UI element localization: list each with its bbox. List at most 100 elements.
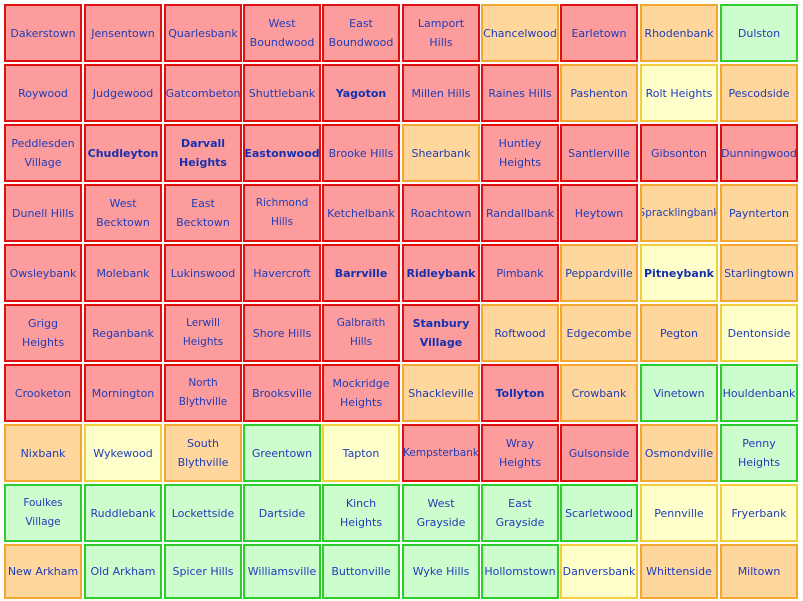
suburb-tile-santlerville[interactable]: Santlerville bbox=[560, 124, 638, 182]
suburb-tile-dunell-hills[interactable]: Dunell Hills bbox=[4, 184, 82, 242]
suburb-tile-eastonwood[interactable]: Eastonwood bbox=[243, 124, 321, 182]
suburb-tile-gatcombeton[interactable]: Gatcombeton bbox=[164, 64, 242, 122]
suburb-tile-ketchelbank[interactable]: Ketchelbank bbox=[322, 184, 400, 242]
suburb-tile-crooketon[interactable]: Crooketon bbox=[4, 364, 82, 422]
suburb-tile-south-blythville[interactable]: South Blythville bbox=[164, 424, 242, 482]
suburb-tile-west-grayside[interactable]: West Grayside bbox=[402, 484, 480, 542]
suburb-tile-pennville[interactable]: Pennville bbox=[640, 484, 718, 542]
suburb-tile-gulsonside[interactable]: Gulsonside bbox=[560, 424, 638, 482]
suburb-tile-tapton[interactable]: Tapton bbox=[322, 424, 400, 482]
suburb-tile-pashenton[interactable]: Pashenton bbox=[560, 64, 638, 122]
suburb-tile-judgewood[interactable]: Judgewood bbox=[84, 64, 162, 122]
suburb-tile-wykewood[interactable]: Wykewood bbox=[84, 424, 162, 482]
suburb-tile-west-boundwood[interactable]: West Boundwood bbox=[243, 4, 321, 62]
suburb-tile-houldenbank[interactable]: Houldenbank bbox=[720, 364, 798, 422]
suburb-tile-rolt-heights[interactable]: Rolt Heights bbox=[640, 64, 718, 122]
suburb-tile-whittenside[interactable]: Whittenside bbox=[640, 544, 718, 599]
suburb-tile-wyke-hills[interactable]: Wyke Hills bbox=[402, 544, 480, 599]
suburb-tile-brooksville[interactable]: Brooksville bbox=[243, 364, 321, 422]
suburb-tile-scarletwood[interactable]: Scarletwood bbox=[560, 484, 638, 542]
suburb-tile-east-grayside[interactable]: East Grayside bbox=[481, 484, 559, 542]
suburb-tile-rhodenbank[interactable]: Rhodenbank bbox=[640, 4, 718, 62]
suburb-tile-williamsville[interactable]: Williamsville bbox=[243, 544, 321, 599]
suburb-tile-stanbury-village[interactable]: Stanbury Village bbox=[402, 304, 480, 362]
suburb-tile-old-arkham[interactable]: Old Arkham bbox=[84, 544, 162, 599]
suburb-tile-yagoton[interactable]: Yagoton bbox=[322, 64, 400, 122]
suburb-tile-nixbank[interactable]: Nixbank bbox=[4, 424, 82, 482]
suburb-tile-dartside[interactable]: Dartside bbox=[243, 484, 321, 542]
suburb-tile-pescodside[interactable]: Pescodside bbox=[720, 64, 798, 122]
suburb-tile-vinetown[interactable]: Vinetown bbox=[640, 364, 718, 422]
suburb-tile-millen-hills[interactable]: Millen Hills bbox=[402, 64, 480, 122]
suburb-tile-dakerstown[interactable]: Dakerstown bbox=[4, 4, 82, 62]
suburb-tile-spracklingbank[interactable]: Spracklingbank bbox=[640, 184, 718, 242]
suburb-tile-pitneybank[interactable]: Pitneybank bbox=[640, 244, 718, 302]
suburb-tile-havercroft[interactable]: Havercroft bbox=[243, 244, 321, 302]
suburb-tile-wray-heights[interactable]: Wray Heights bbox=[481, 424, 559, 482]
suburb-tile-dentonside[interactable]: Dentonside bbox=[720, 304, 798, 362]
suburb-tile-heytown[interactable]: Heytown bbox=[560, 184, 638, 242]
suburb-tile-mornington[interactable]: Mornington bbox=[84, 364, 162, 422]
suburb-tile-chancelwood[interactable]: Chancelwood bbox=[481, 4, 559, 62]
suburb-tile-grigg-heights[interactable]: Grigg Heights bbox=[4, 304, 82, 362]
suburb-tile-shuttlebank[interactable]: Shuttlebank bbox=[243, 64, 321, 122]
suburb-tile-richmond-hills[interactable]: Richmond Hills bbox=[243, 184, 321, 242]
suburb-tile-lerwill-heights[interactable]: Lerwill Heights bbox=[164, 304, 242, 362]
suburb-tile-owsleybank[interactable]: Owsleybank bbox=[4, 244, 82, 302]
suburb-tile-lockettside[interactable]: Lockettside bbox=[164, 484, 242, 542]
suburb-tile-greentown[interactable]: Greentown bbox=[243, 424, 321, 482]
suburb-tile-ridleybank[interactable]: Ridleybank bbox=[402, 244, 480, 302]
suburb-tile-penny-heights[interactable]: Penny Heights bbox=[720, 424, 798, 482]
suburb-tile-pimbank[interactable]: Pimbank bbox=[481, 244, 559, 302]
suburb-tile-huntley-heights[interactable]: Huntley Heights bbox=[481, 124, 559, 182]
suburb-tile-peddlesden-village[interactable]: Peddlesden Village bbox=[4, 124, 82, 182]
suburb-tile-darvall-heights[interactable]: Darvall Heights bbox=[164, 124, 242, 182]
suburb-tile-earletown[interactable]: Earletown bbox=[560, 4, 638, 62]
suburb-tile-paynterton[interactable]: Paynterton bbox=[720, 184, 798, 242]
suburb-tile-mockridge-heights[interactable]: Mockridge Heights bbox=[322, 364, 400, 422]
suburb-tile-north-blythville[interactable]: North Blythville bbox=[164, 364, 242, 422]
suburb-tile-osmondville[interactable]: Osmondville bbox=[640, 424, 718, 482]
suburb-tile-east-boundwood[interactable]: East Boundwood bbox=[322, 4, 400, 62]
suburb-tile-tollyton[interactable]: Tollyton bbox=[481, 364, 559, 422]
suburb-tile-west-becktown[interactable]: West Becktown bbox=[84, 184, 162, 242]
suburb-tile-ruddlebank[interactable]: Ruddlebank bbox=[84, 484, 162, 542]
suburb-tile-shore-hills[interactable]: Shore Hills bbox=[243, 304, 321, 362]
suburb-tile-pegton[interactable]: Pegton bbox=[640, 304, 718, 362]
suburb-tile-peppardville[interactable]: Peppardville bbox=[560, 244, 638, 302]
suburb-tile-foulkes-village[interactable]: Foulkes Village bbox=[4, 484, 82, 542]
suburb-tile-brooke-hills[interactable]: Brooke Hills bbox=[322, 124, 400, 182]
suburb-tile-new-arkham[interactable]: New Arkham bbox=[4, 544, 82, 599]
suburb-tile-buttonville[interactable]: Buttonville bbox=[322, 544, 400, 599]
suburb-tile-chudleyton[interactable]: Chudleyton bbox=[84, 124, 162, 182]
suburb-tile-barrville[interactable]: Barrville bbox=[322, 244, 400, 302]
suburb-tile-lamport-hills[interactable]: Lamport Hills bbox=[402, 4, 480, 62]
suburb-tile-jensentown[interactable]: Jensentown bbox=[84, 4, 162, 62]
suburb-tile-kempsterbank[interactable]: Kempsterbank bbox=[402, 424, 480, 482]
suburb-tile-roywood[interactable]: Roywood bbox=[4, 64, 82, 122]
suburb-tile-shackleville[interactable]: Shackleville bbox=[402, 364, 480, 422]
suburb-tile-danversbank[interactable]: Danversbank bbox=[560, 544, 638, 599]
suburb-tile-miltown[interactable]: Miltown bbox=[720, 544, 798, 599]
suburb-tile-reganbank[interactable]: Reganbank bbox=[84, 304, 162, 362]
suburb-tile-east-becktown[interactable]: East Becktown bbox=[164, 184, 242, 242]
suburb-tile-kinch-heights[interactable]: Kinch Heights bbox=[322, 484, 400, 542]
suburb-tile-spicer-hills[interactable]: Spicer Hills bbox=[164, 544, 242, 599]
suburb-tile-edgecombe[interactable]: Edgecombe bbox=[560, 304, 638, 362]
suburb-tile-gibsonton[interactable]: Gibsonton bbox=[640, 124, 718, 182]
suburb-tile-galbraith-hills[interactable]: Galbraith Hills bbox=[322, 304, 400, 362]
suburb-tile-roftwood[interactable]: Roftwood bbox=[481, 304, 559, 362]
suburb-tile-dunningwood[interactable]: Dunningwood bbox=[720, 124, 798, 182]
suburb-tile-dulston[interactable]: Dulston bbox=[720, 4, 798, 62]
suburb-tile-hollomstown[interactable]: Hollomstown bbox=[481, 544, 559, 599]
suburb-tile-lukinswood[interactable]: Lukinswood bbox=[164, 244, 242, 302]
suburb-tile-fryerbank[interactable]: Fryerbank bbox=[720, 484, 798, 542]
suburb-tile-shearbank[interactable]: Shearbank bbox=[402, 124, 480, 182]
suburb-tile-starlingtown[interactable]: Starlingtown bbox=[720, 244, 798, 302]
suburb-tile-roachtown[interactable]: Roachtown bbox=[402, 184, 480, 242]
suburb-tile-crowbank[interactable]: Crowbank bbox=[560, 364, 638, 422]
suburb-tile-randallbank[interactable]: Randallbank bbox=[481, 184, 559, 242]
suburb-tile-raines-hills[interactable]: Raines Hills bbox=[481, 64, 559, 122]
suburb-tile-quarlesbank[interactable]: Quarlesbank bbox=[164, 4, 242, 62]
suburb-tile-molebank[interactable]: Molebank bbox=[84, 244, 162, 302]
